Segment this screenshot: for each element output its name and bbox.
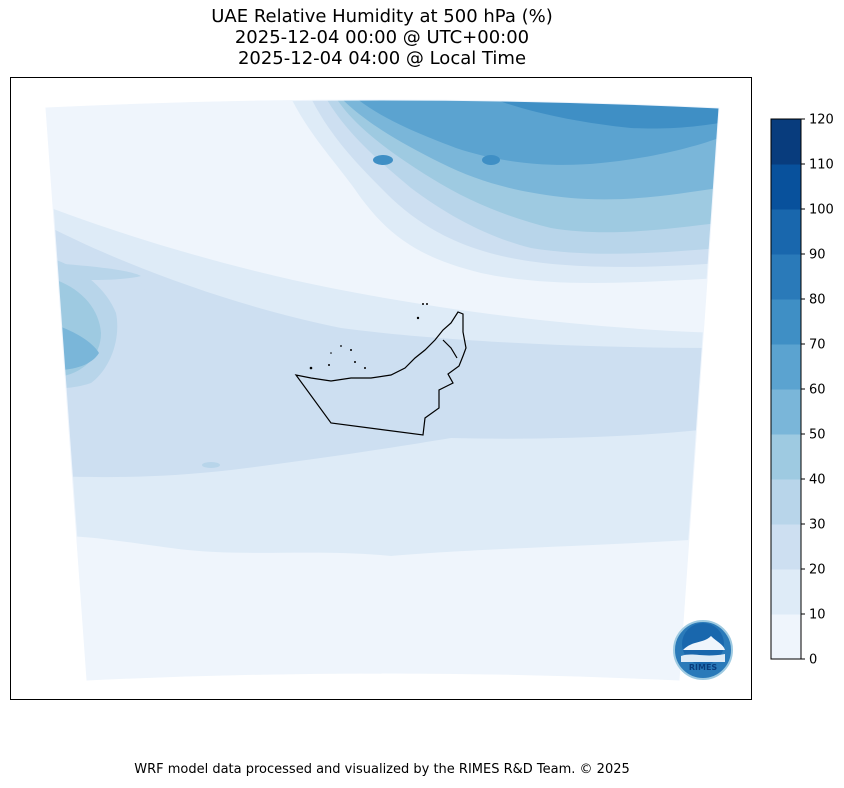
colorbar-tick-label: 20: [809, 563, 826, 578]
colorbar-tick-label: 110: [809, 158, 834, 173]
island-markers: [309, 303, 428, 370]
colorbar-segment: [771, 524, 801, 570]
colorbar-tick-label: 10: [809, 608, 826, 623]
logo-text: RIMES: [689, 663, 718, 672]
colorbar-blocks: [771, 119, 801, 660]
colorbar-tick-label: 60: [809, 383, 826, 398]
colorbar-tick-label: 30: [809, 518, 826, 533]
title-variable: UAE Relative Humidity at 500 hPa (%): [211, 6, 553, 27]
colorbar-segment: [771, 299, 801, 345]
uae-border-outline: [294, 311, 467, 436]
title-utc-time: 2025-12-04 00:00 @ UTC+00:00: [234, 27, 530, 48]
colorbar-segment: [771, 389, 801, 435]
colorbar-segment: [771, 569, 801, 615]
colorbar-tick-label: 70: [809, 338, 826, 353]
map-frame: RIMES: [10, 77, 752, 700]
colorbar-tick-label: 120: [809, 113, 834, 128]
footer-credit: WRF model data processed and visualized …: [134, 762, 630, 777]
colorbar-segment: [771, 614, 801, 660]
humidity-contour-fill: [46, 100, 719, 680]
colorbar-tick-label: 100: [809, 203, 834, 218]
humidity-map: RIMES: [45, 99, 733, 681]
colorbar-segment: [771, 479, 801, 525]
colorbar-segment: [771, 344, 801, 390]
colorbar-tick-label: 50: [809, 428, 826, 443]
rimes-logo: RIMES: [673, 620, 733, 680]
colorbar-segment: [771, 209, 801, 255]
colorbar-segment: [771, 434, 801, 480]
title-local-time: 2025-12-04 04:00 @ Local Time: [237, 48, 527, 69]
colorbar-tick-label: 80: [809, 293, 826, 308]
colorbar-segment: [771, 119, 801, 165]
colorbar-tick-label: 40: [809, 473, 826, 488]
colorbar-segment: [771, 164, 801, 210]
colorbar-segment: [771, 254, 801, 300]
chart-title: UAE Relative Humidity at 500 hPa (%) 202…: [10, 6, 754, 69]
colorbar-frame: [770, 118, 802, 660]
colorbar-ticks: 0 10 20 30 40 50 60 70 80 90 100 110 120: [801, 113, 834, 668]
colorbar-tick-label: 0: [809, 653, 817, 668]
colorbar-tick-label: 90: [809, 248, 826, 263]
